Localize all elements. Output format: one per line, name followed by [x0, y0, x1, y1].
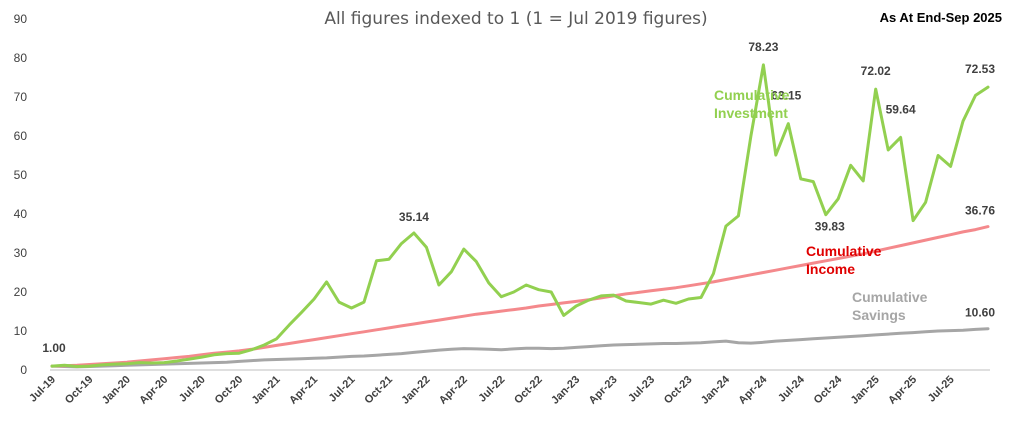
x-tick-label: Jul-19	[27, 374, 58, 405]
series-line-cumulative-savings	[50, 327, 990, 369]
x-tick-label: Jul-21	[327, 374, 358, 405]
y-tick-label: 40	[14, 207, 28, 221]
data-label: 72.02	[861, 64, 891, 78]
series-line-cumulative-income	[50, 225, 990, 368]
y-tick-label: 50	[14, 168, 28, 182]
x-tick-label: Jan-22	[399, 374, 432, 407]
x-tick-label: Oct-21	[362, 374, 395, 407]
series-names-layer: Cumulative Investment Cumulative Income Cumu…	[714, 87, 928, 323]
x-tick-label: Oct-22	[512, 374, 545, 407]
series-label-cumulative-savings: Cumulative Savings	[852, 289, 928, 323]
x-tick-label: Apr-24	[736, 373, 770, 407]
data-label: 72.53	[965, 62, 995, 76]
x-tick-label: Apr-22	[437, 374, 470, 407]
x-tick-label: Jul-23	[626, 374, 657, 405]
series-line-cumulative-investment	[50, 63, 990, 368]
data-labels-layer: 1.00 35.14 78.23 63.15 39.83 72.02 59.64 72.53 3…	[42, 40, 995, 355]
y-tick-label: 10	[14, 324, 28, 338]
x-tick-label: Oct-23	[662, 374, 695, 407]
series-label-cumulative-investment: Cumulative Investment	[714, 87, 790, 121]
x-tick-label: Apr-20	[137, 374, 170, 407]
data-label: 10.60	[965, 306, 995, 320]
data-label: 59.64	[886, 102, 916, 116]
y-axis: 0 10 20 30 40 50 60 70 80 90	[14, 12, 28, 377]
data-label: 78.23	[748, 40, 778, 54]
x-tick-label: Oct-19	[63, 374, 96, 407]
x-tick-label: Apr-25	[886, 374, 919, 407]
y-tick-label: 80	[14, 51, 28, 65]
x-tick-label: Jan-24	[699, 373, 733, 407]
y-tick-label: 0	[20, 363, 27, 377]
series-label-cumulative-income: Cumulative Income	[806, 243, 882, 277]
x-tick-label: Jan-21	[250, 374, 283, 407]
series-layer	[50, 63, 990, 369]
data-label: 1.00	[42, 341, 66, 355]
x-tick-label: Apr-23	[587, 374, 620, 407]
y-tick-label: 60	[14, 129, 28, 143]
x-tick-label: Jan-20	[100, 374, 133, 407]
data-label: 63.15	[771, 89, 801, 103]
x-tick-label: Jul-22	[476, 374, 507, 405]
y-tick-label: 30	[14, 246, 28, 260]
x-tick-label: Jul-25	[926, 374, 957, 405]
date-note: As At End-Sep 2025	[880, 10, 1002, 25]
x-tick-label: Jul-20	[177, 374, 208, 405]
data-label: 39.83	[815, 220, 845, 234]
x-tick-label: Jul-24	[776, 373, 808, 405]
x-tick-label: Jan-23	[549, 374, 582, 407]
x-axis: Jul-19 Oct-19 Jan-20 Apr-20 Jul-20 Oct-20 Jan-…	[27, 369, 990, 407]
y-tick-label: 90	[14, 12, 28, 26]
data-label: 36.76	[965, 204, 995, 218]
x-tick-label: Oct-24	[812, 373, 845, 406]
data-label: 35.14	[399, 210, 429, 224]
y-tick-label: 20	[14, 285, 28, 299]
chart-title: All figures indexed to 1 (1 = Jul 2019 f…	[324, 9, 707, 29]
y-tick-label: 70	[14, 90, 28, 104]
x-tick-label: Jan-25	[849, 374, 882, 407]
x-tick-label: Apr-21	[287, 374, 320, 407]
x-tick-label: Oct-20	[213, 374, 246, 407]
